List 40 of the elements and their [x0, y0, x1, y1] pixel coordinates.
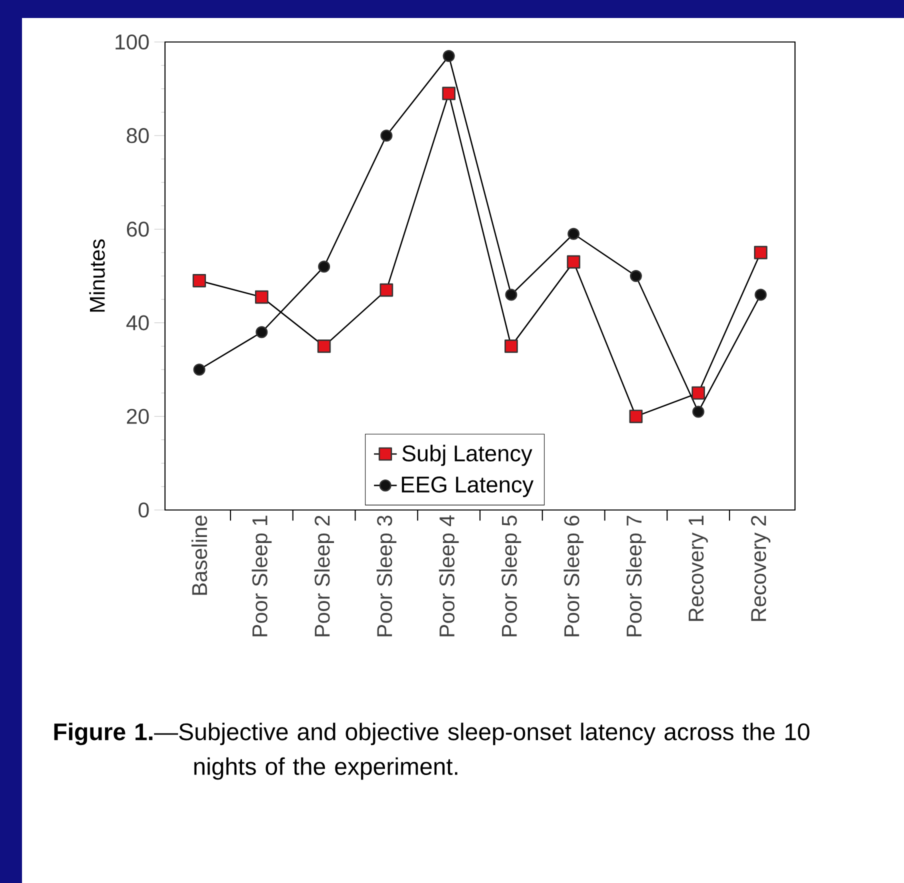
- point: [568, 228, 580, 240]
- y-tick-label: 40: [126, 315, 149, 330]
- x-tick-label: Recovery 1: [688, 516, 708, 621]
- point: [505, 288, 518, 301]
- x-tick-label: Poor Sleep 4: [438, 515, 459, 636]
- legend-label: Subj Latency: [402, 444, 532, 466]
- y-tick-label: 20: [126, 408, 149, 424]
- x-tick-label: Poor Sleep 2: [314, 516, 334, 636]
- point: [692, 386, 705, 400]
- point: [442, 86, 456, 100]
- y-axis-title: Minutes: [89, 239, 105, 312]
- point: [629, 410, 643, 424]
- x-tick-label: Poor Sleep 5: [501, 516, 522, 636]
- point: [566, 255, 580, 269]
- x-tick-label: Poor Sleep 1: [252, 516, 272, 636]
- y-tick-label: 100: [116, 34, 149, 50]
- text: Figure 1.—Subjective and objective sleep-onset latency across the 10 nights of the experiment.: [54, 722, 810, 780]
- point: [192, 274, 206, 288]
- x-tick-label: Poor Sleep 6: [564, 516, 584, 636]
- point: [754, 246, 768, 260]
- point: [193, 364, 206, 376]
- point: [754, 288, 767, 301]
- point: [380, 283, 394, 297]
- point: [317, 340, 331, 353]
- y-tick-label: 80: [126, 128, 149, 144]
- point: [692, 406, 704, 418]
- x-tick-label: Recovery 2: [751, 516, 770, 621]
- point: [380, 130, 392, 142]
- x-tick-label: Poor Sleep 3: [376, 516, 396, 636]
- point: [318, 260, 330, 273]
- x-tick-label: Baseline: [191, 516, 208, 595]
- x-tick-label: Poor Sleep 7: [626, 516, 646, 636]
- point: [504, 340, 518, 353]
- y-tick-label: 0: [138, 502, 149, 518]
- y-tick-label: 60: [126, 222, 149, 237]
- point: [442, 50, 455, 62]
- legend-label: EEG Latency: [402, 476, 534, 498]
- point: [256, 326, 268, 338]
- point: [255, 290, 268, 304]
- point: [630, 270, 642, 282]
